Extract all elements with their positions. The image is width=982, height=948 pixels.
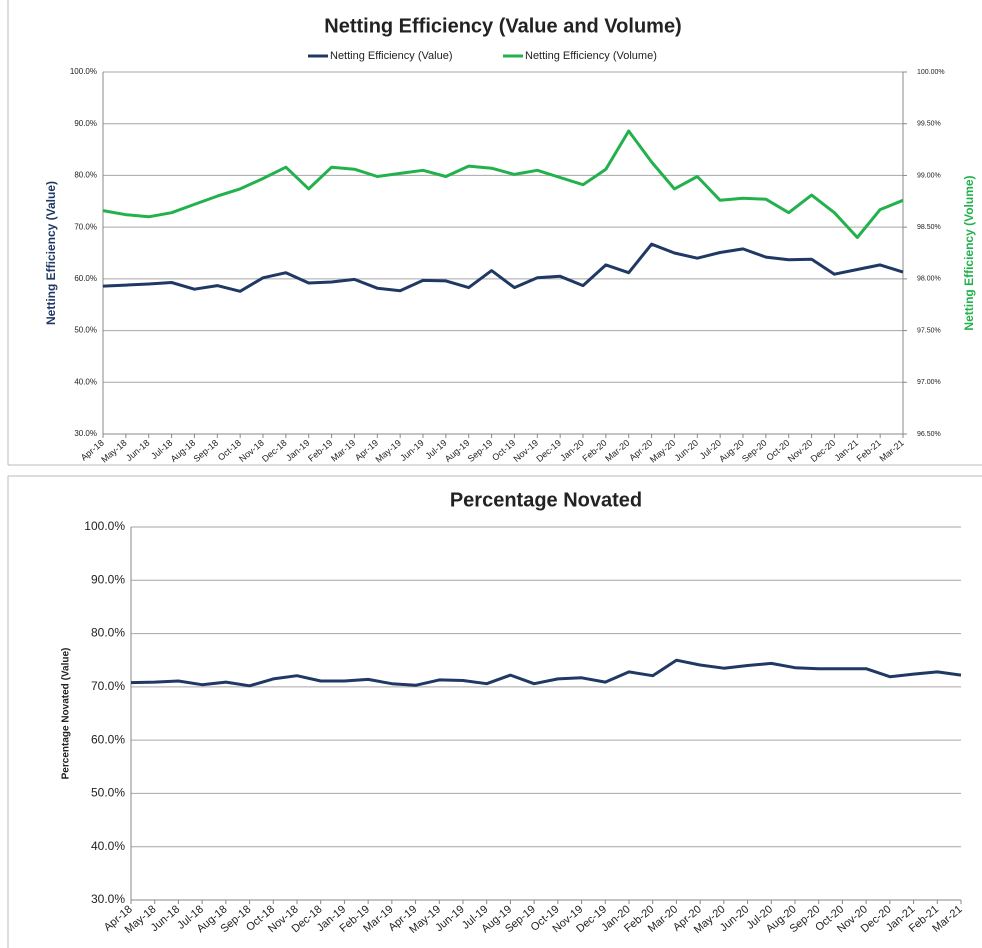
chart-title: Netting Efficiency (Value and Volume) bbox=[324, 15, 681, 37]
x-tick-label: Dec-18 bbox=[260, 438, 289, 464]
legend-label: Netting Efficiency (Value) bbox=[330, 50, 452, 62]
y-tick-label: 100.0% bbox=[84, 519, 125, 533]
line bbox=[102, 129, 904, 239]
y-axis-title: Netting Efficiency (Value) bbox=[44, 181, 58, 325]
x-tick-label: Mar-19 bbox=[329, 438, 357, 464]
x-tick-label: Dec-20 bbox=[809, 438, 838, 464]
x-tick-label: Nov-20 bbox=[786, 438, 815, 464]
y-tick-label: 90.0% bbox=[74, 119, 97, 128]
y2-axis-title: Netting Efficiency (Volume) bbox=[962, 175, 976, 330]
x-tick-label: Aug-18 bbox=[169, 438, 198, 464]
x-tick-label: May-18 bbox=[99, 438, 128, 465]
y-tick-label: 40.0% bbox=[91, 839, 125, 853]
x-tick-label: Sep-19 bbox=[466, 438, 495, 464]
y-tick-label: 40.0% bbox=[74, 377, 97, 386]
x-tick-label: Jan-20 bbox=[558, 438, 586, 463]
y-tick-label: 60.0% bbox=[74, 274, 97, 283]
x-tick-label: Nov-18 bbox=[237, 438, 266, 464]
x-tick-label: Aug-19 bbox=[443, 438, 472, 464]
x-tick-label: May-19 bbox=[374, 438, 403, 465]
y2-tick-label: 96.50% bbox=[917, 431, 941, 438]
y-tick-label: 70.0% bbox=[74, 222, 97, 231]
x-tick-label: Feb-19 bbox=[306, 438, 334, 464]
x-tick-label: Jan-21 bbox=[833, 438, 861, 463]
y-tick-label: 70.0% bbox=[91, 679, 125, 693]
x-tick-label: Aug-20 bbox=[717, 438, 746, 464]
y-tick-label: 30.0% bbox=[74, 429, 97, 438]
y2-tick-label: 97.00% bbox=[917, 379, 941, 386]
x-tick-label: May-20 bbox=[648, 438, 677, 465]
y2-tick-label: 99.50% bbox=[917, 121, 941, 128]
y2-tick-label: 99.00% bbox=[917, 172, 941, 179]
x-tick-label: Jun-18 bbox=[124, 438, 152, 463]
x-tick-label: Mar-21 bbox=[878, 438, 906, 464]
x-tick-label: Sep-20 bbox=[740, 438, 769, 464]
y2-tick-label: 97.50% bbox=[917, 327, 941, 334]
y2-tick-label: 98.50% bbox=[917, 224, 941, 231]
chart-title: Percentage Novated bbox=[450, 489, 642, 511]
y-tick-label: 80.0% bbox=[74, 171, 97, 180]
x-tick-label: Dec-19 bbox=[534, 438, 563, 464]
y-tick-label: 90.0% bbox=[91, 572, 125, 586]
y-tick-label: 30.0% bbox=[91, 892, 125, 906]
x-tick-label: Jun-19 bbox=[398, 438, 426, 463]
x-tick-label: Nov-19 bbox=[511, 438, 540, 464]
y-axis-title: Percentage Novated (Value) bbox=[61, 648, 72, 780]
y-tick-label: 50.0% bbox=[74, 326, 97, 335]
y-tick-label: 50.0% bbox=[91, 786, 125, 800]
y2-tick-label: 98.00% bbox=[917, 276, 941, 283]
line bbox=[130, 658, 962, 688]
y-tick-label: 80.0% bbox=[91, 626, 125, 640]
x-tick-label: Mar-20 bbox=[603, 438, 631, 464]
y-tick-label: 100.0% bbox=[70, 67, 97, 76]
y2-tick-label: 100.00% bbox=[917, 69, 945, 76]
x-tick-label: Sep-18 bbox=[191, 438, 220, 464]
legend-label: Netting Efficiency (Volume) bbox=[525, 50, 657, 62]
line bbox=[102, 242, 904, 293]
y-tick-label: 60.0% bbox=[91, 732, 125, 746]
x-tick-label: Feb-21 bbox=[855, 438, 883, 464]
x-tick-label: Jan-19 bbox=[284, 438, 312, 463]
x-tick-label: Jun-20 bbox=[673, 438, 701, 463]
x-tick-label: Feb-20 bbox=[580, 438, 608, 464]
